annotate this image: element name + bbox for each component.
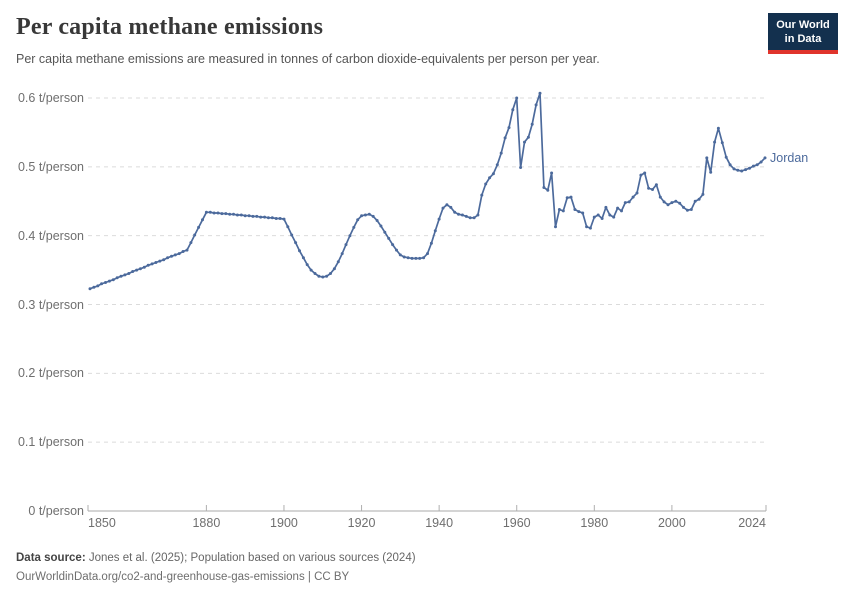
x-axis-label: 2000 (657, 516, 686, 530)
chart-footer: Data source: Jones et al. (2025); Popula… (16, 549, 416, 587)
x-axis-label: 1900 (270, 516, 298, 530)
y-axis-label: 0.3 t/person (17, 297, 84, 312)
chart-subtitle: Per capita methane emissions are measure… (16, 52, 600, 66)
owid-logo-line1: Our World (776, 19, 830, 31)
data-source-line: Data source: Jones et al. (2025); Popula… (16, 549, 416, 568)
y-axis-label: 0.2 t/person (17, 366, 84, 381)
data-source-text: Jones et al. (2025); Population based on… (85, 552, 416, 564)
y-axis-label: 0.4 t/person (17, 228, 84, 243)
y-axis-label: 0.1 t/person (17, 435, 84, 450)
page-title: Per capita methane emissions (16, 14, 324, 40)
x-axis-label: 1880 (192, 516, 221, 530)
x-axis-label: 1850 (88, 516, 116, 530)
x-axis-label: 1980 (580, 516, 609, 530)
series-label-jordan[interactable]: Jordan (770, 151, 809, 165)
owid-logo[interactable]: Our World in Data (768, 13, 838, 54)
y-axis-label: 0.5 t/person (17, 159, 84, 174)
credit-line: OurWorldinData.org/co2-and-greenhouse-ga… (16, 571, 350, 583)
x-axis-label: 1920 (347, 516, 376, 530)
x-axis-label: 1960 (502, 516, 531, 530)
y-axis-label: 0 t/person (28, 504, 84, 518)
data-source-label: Data source: (16, 552, 86, 564)
owid-logo-text: Our World in Data (768, 13, 838, 50)
y-axis-label: 0.6 t/person (17, 91, 84, 105)
x-axis-label: 1940 (425, 516, 454, 530)
owid-logo-line2: in Data (784, 33, 822, 45)
owid-logo-red-bar (768, 50, 838, 54)
x-axis-label: 2024 (738, 516, 766, 530)
